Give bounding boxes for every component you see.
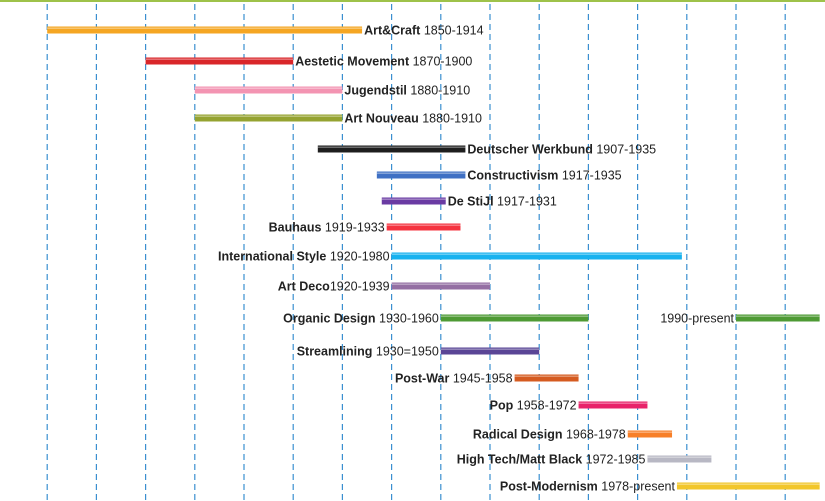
timeline-bar bbox=[627, 430, 673, 438]
timeline-bar bbox=[194, 114, 343, 122]
movement-years: 1958-1972 bbox=[517, 399, 577, 413]
timeline-label: Constructivism 1917-1935 bbox=[467, 169, 621, 183]
movement-years: 1920-1939 bbox=[330, 280, 390, 294]
movement-years: 1870-1900 bbox=[413, 55, 473, 69]
timeline-bar bbox=[578, 401, 648, 409]
timeline-bar-shine bbox=[317, 146, 466, 148]
movement-years: 1968-1978 bbox=[566, 428, 626, 442]
movement-name: Aestetic Movement bbox=[295, 55, 412, 69]
timeline-label: Jugendstil 1880-1910 bbox=[344, 84, 470, 98]
timeline-label: Deutscher Werkbund 1907-1935 bbox=[467, 143, 656, 157]
timeline-bar bbox=[386, 223, 461, 231]
timeline-bar bbox=[647, 455, 712, 463]
movement-years: 1978-present bbox=[601, 480, 675, 494]
movement-name: International Style bbox=[218, 250, 330, 264]
movement-years: 1880-1910 bbox=[410, 84, 470, 98]
movement-name: Organic Design bbox=[283, 312, 379, 326]
timeline-bar bbox=[391, 282, 490, 290]
timeline-label: Streamlining 1930=1950 bbox=[297, 345, 439, 359]
movement-years: 1972-1985 bbox=[586, 453, 646, 467]
timeline-bar-shine bbox=[145, 58, 294, 60]
timeline-label: Aestetic Movement 1870-1900 bbox=[295, 55, 472, 69]
movement-years: 1917-1935 bbox=[562, 169, 622, 183]
movement-name: Constructivism bbox=[467, 169, 561, 183]
timeline-bars bbox=[47, 26, 820, 490]
timeline-label: Bauhaus 1919-1933 bbox=[269, 221, 385, 235]
movement-years: 1919-1933 bbox=[325, 221, 385, 235]
timeline-bar bbox=[317, 145, 466, 153]
timeline-bar-shine bbox=[376, 172, 466, 174]
movement-years: 1930=1950 bbox=[376, 345, 439, 359]
movement-years: 1907-1935 bbox=[596, 143, 656, 157]
movement-name: Streamlining bbox=[297, 345, 376, 359]
timeline-bar-shine bbox=[391, 283, 490, 285]
timeline-bar-shine bbox=[578, 402, 648, 404]
timeline-label: De StiJl 1917-1931 bbox=[448, 195, 557, 209]
timeline-label: High Tech/Matt Black 1972-1985 bbox=[457, 453, 646, 467]
timeline-bar bbox=[47, 26, 363, 34]
timeline-bar-shine bbox=[381, 198, 446, 200]
timeline-label: Art Deco1920-1939 bbox=[278, 280, 390, 294]
movement-name: Art Deco bbox=[278, 280, 330, 294]
timeline-bar-shine bbox=[514, 375, 579, 377]
timeline-bar-shine bbox=[647, 456, 712, 458]
timeline-label: Post-War 1945-1958 bbox=[395, 372, 513, 386]
timeline-label: Post-Modernism 1978-present bbox=[500, 480, 676, 494]
timeline-bar-shine bbox=[736, 315, 820, 317]
timeline-bar-shine bbox=[391, 253, 682, 255]
movement-name: Radical Design bbox=[473, 428, 566, 442]
movement-name: Jugendstil bbox=[344, 84, 410, 98]
timeline-bar-shine bbox=[194, 115, 343, 117]
timeline-bar-shine bbox=[627, 431, 673, 433]
movement-name: High Tech/Matt Black bbox=[457, 453, 586, 467]
timeline-bar bbox=[514, 374, 579, 382]
timeline-label: Art&Craft 1850-1914 bbox=[364, 24, 484, 38]
timeline-label: 1990-present bbox=[660, 312, 734, 326]
timeline-bar-shine bbox=[47, 27, 363, 29]
timeline-bar-shine bbox=[440, 348, 540, 350]
movement-name: Pop bbox=[490, 399, 517, 413]
timeline-label: Radical Design 1968-1978 bbox=[473, 428, 626, 442]
movement-years: 1920-1980 bbox=[330, 250, 390, 264]
movement-name: Post-Modernism bbox=[500, 480, 601, 494]
timeline-bar bbox=[381, 197, 446, 205]
timeline-bar bbox=[736, 314, 820, 322]
movement-name: Art&Craft bbox=[364, 24, 424, 38]
timeline-bar bbox=[194, 86, 343, 94]
movement-years: 1850-1914 bbox=[424, 24, 484, 38]
timeline-bar bbox=[440, 314, 589, 322]
timeline-bar bbox=[676, 482, 820, 490]
timeline-bar-shine bbox=[676, 483, 820, 485]
movement-years: 1945-1958 bbox=[453, 372, 513, 386]
timeline-bar-shine bbox=[386, 224, 461, 226]
timeline-bar-shine bbox=[194, 87, 343, 89]
movement-years: 1990-present bbox=[660, 312, 734, 326]
movement-name: Art Nouveau bbox=[344, 112, 422, 126]
timeline-bar bbox=[391, 252, 682, 260]
timeline-labels: Art&Craft 1850-1914 Aestetic Movement 187… bbox=[218, 24, 735, 494]
timeline-bar bbox=[440, 347, 540, 355]
movement-name: Bauhaus bbox=[269, 221, 325, 235]
movement-name: Deutscher Werkbund bbox=[467, 143, 596, 157]
timeline-label: Art Nouveau 1880-1910 bbox=[344, 112, 482, 126]
movement-years: 1930-1960 bbox=[379, 312, 439, 326]
movement-name: De StiJl bbox=[448, 195, 497, 209]
timeline-label: Organic Design 1930-1960 bbox=[283, 312, 439, 326]
timeline-bar bbox=[376, 171, 466, 179]
timeline-label: International Style 1920-1980 bbox=[218, 250, 390, 264]
timeline-bar-shine bbox=[440, 315, 589, 317]
timeline-bar bbox=[145, 57, 294, 65]
movement-years: 1917-1931 bbox=[497, 195, 557, 209]
movement-years: 1880-1910 bbox=[422, 112, 482, 126]
movement-name: Post-War bbox=[395, 372, 453, 386]
timeline-label: Pop 1958-1972 bbox=[490, 399, 577, 413]
